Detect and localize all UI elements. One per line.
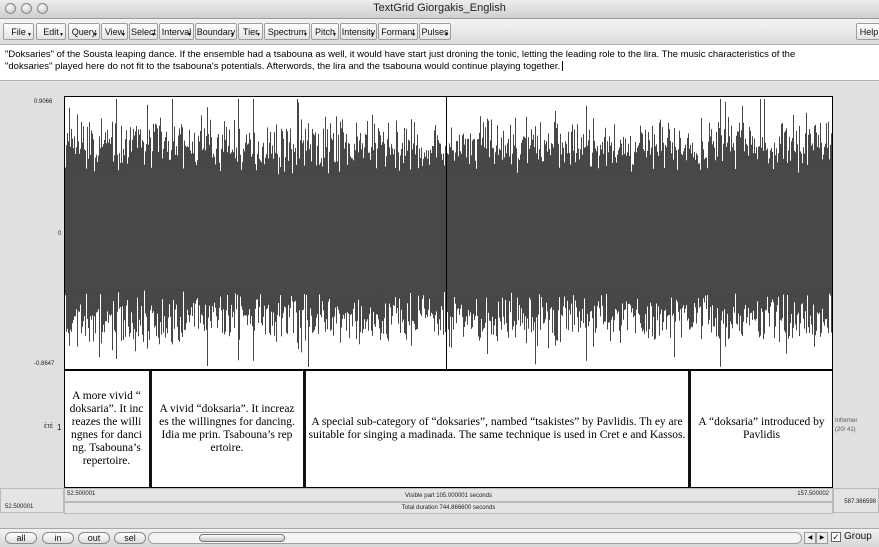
menu-formant[interactable]: Formant ▼ (378, 23, 418, 40)
menu-label: File (11, 27, 26, 37)
close-window-button[interactable] (5, 3, 16, 14)
menu-query[interactable]: Query ▼ (68, 23, 100, 40)
menu-label: Tier (242, 27, 259, 37)
menu-boundary[interactable]: Boundary ▼ (195, 23, 237, 40)
menu-label: Spectrum (267, 27, 307, 37)
interval-4[interactable]: A “doksaria” introduced by Pavlidis (698, 416, 825, 441)
window-title: TextGrid Giorgakis_English (373, 2, 506, 14)
interval-1[interactable]: A more vivid “ doksaria”. It inc reazes … (69, 390, 144, 467)
waveform-graphic (65, 99, 832, 367)
waveform-trace (65, 99, 832, 367)
menu-help[interactable]: Help (856, 23, 879, 40)
menu-intensity[interactable]: Intensity ▼ (340, 23, 377, 40)
minimize-window-button[interactable] (21, 3, 32, 14)
text-line-1: "Doksaries" of the Sousta leaping dance.… (5, 49, 796, 60)
zoom-out-button[interactable]: out (78, 532, 110, 544)
menu-label: Formant (381, 27, 415, 37)
horizontal-scrollbar[interactable] (148, 532, 802, 544)
tier-panel[interactable]: A more vivid “ doksaria”. It inc reazes … (64, 370, 833, 488)
menu-tier[interactable]: Tier ▼ (238, 23, 263, 40)
menu-pulses[interactable]: Pulses ▼ (419, 23, 451, 40)
menu-interval[interactable]: Interval ▼ (159, 23, 194, 40)
visible-part-bar[interactable]: 52.500001 Visible part 105.000001 second… (64, 488, 833, 502)
scrollbar-thumb[interactable] (199, 534, 285, 542)
visible-part-label: Visible part 105.000001 seconds (405, 493, 492, 499)
text-line-2-content: "doksaries" played here do not fit to th… (5, 61, 561, 72)
scroll-right-button[interactable]: ▶ (816, 532, 828, 544)
interval-boundary[interactable] (149, 371, 152, 487)
interval-boundary[interactable] (688, 371, 691, 487)
time-bar: 52.500001 52.500001 Visible part 105.000… (0, 488, 879, 514)
menu-file[interactable]: File ▼ (3, 23, 34, 40)
waveform-panel[interactable] (64, 96, 833, 370)
amplitude-zero-label: 0 (58, 231, 62, 237)
tier-info-name: Informer (835, 418, 858, 424)
group-label: Group (844, 531, 872, 542)
text-caret (562, 61, 564, 72)
interval-3[interactable]: A special sub-category of “doksaries”, n… (308, 416, 686, 441)
tier-number-label: 1 (57, 423, 62, 432)
menu-edit[interactable]: Edit ▼ (36, 23, 66, 40)
menu-label: Pitch (314, 27, 335, 37)
time-left-inner-value: 52.500001 (67, 491, 96, 497)
tier-info-count: (20/ 41) (835, 427, 856, 433)
time-cursor (446, 96, 447, 370)
total-duration-bar[interactable]: Total duration 744.866600 seconds (64, 502, 833, 514)
zoom-all-button[interactable]: all (5, 532, 37, 544)
menu-label: Select (130, 27, 156, 37)
time-left-outer-value: 52.500001 (5, 504, 34, 510)
interval-2[interactable]: A vivid “doksaria”. It increaz es the wi… (159, 403, 295, 454)
menu-label: Query (71, 27, 97, 37)
menu-label: Pulses (421, 27, 449, 37)
text-line-2: "doksaries" played here do not fit to th… (5, 61, 874, 73)
bottom-bar: all in out sel ◀ ▶ ✓ Group (0, 528, 879, 547)
group-checkbox[interactable]: ✓ (831, 531, 841, 542)
time-right-inner-value: 157.500002 (797, 491, 829, 497)
zoom-selection-button[interactable]: sel (114, 532, 146, 544)
menu-label: Interval (161, 27, 192, 37)
menu-view[interactable]: View ▼ (101, 23, 128, 40)
menu-spectrum[interactable]: Spectrum ▼ (264, 23, 310, 40)
menu-label: View (104, 27, 125, 37)
title-bar: TextGrid Giorgakis_English (0, 0, 879, 19)
amplitude-min-label: -0.8647 (34, 361, 55, 367)
amplitude-max-label: 0.9066 (34, 99, 53, 105)
group-toggle[interactable]: ✓ Group (831, 531, 872, 542)
window-controls (5, 3, 48, 14)
total-duration-label: Total duration 744.866600 seconds (401, 505, 496, 511)
interval-text-field[interactable]: "Doksaries" of the Sousta leaping dance.… (0, 45, 879, 81)
zoom-in-button[interactable]: in (42, 532, 74, 544)
tier-info: Informer (20/ 41) (835, 417, 857, 435)
scroll-left-button[interactable]: ◀ (804, 532, 816, 544)
menu-bar: File ▼ Edit ▼ Query ▼ View ▼ Select ▼ Interva… (0, 19, 879, 45)
time-right-outer-value: 587.366598 (844, 499, 876, 505)
menu-label: Help (859, 27, 879, 37)
menu-pitch[interactable]: Pitch ▼ (311, 23, 339, 40)
menu-select[interactable]: Select ▼ (129, 23, 158, 40)
interval-boundary[interactable] (303, 371, 306, 487)
time-left-outer[interactable]: 52.500001 (0, 488, 64, 513)
time-right-outer[interactable]: 587.366598 (833, 488, 879, 513)
menu-label: Boundary (196, 27, 236, 37)
zoom-window-button[interactable] (37, 3, 48, 14)
menu-label: Edit (43, 27, 59, 37)
menu-label: Intensity (341, 27, 376, 37)
tier-name-label: ἐτἐ (44, 423, 54, 430)
